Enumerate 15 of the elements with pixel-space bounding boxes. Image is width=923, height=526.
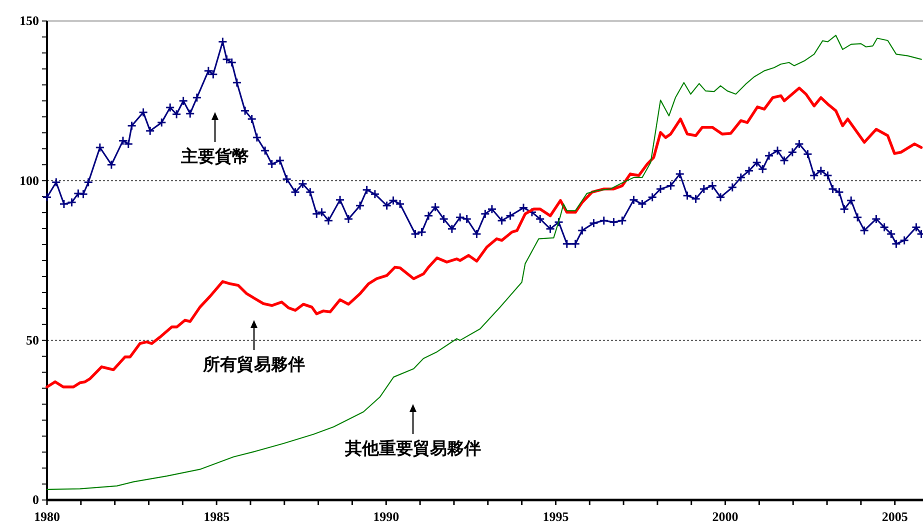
series-label: 其他重要貿易夥伴 [344, 438, 481, 458]
y-tick-label: 150 [20, 13, 39, 28]
text: 所有貿易夥伴 [202, 354, 305, 374]
x-tick-label: 2005 [882, 509, 908, 524]
y-tick-label: 50 [26, 332, 39, 348]
line-series [46, 86, 923, 388]
x-tick-label: 1980 [34, 509, 60, 524]
x-tick-label: 1985 [204, 509, 230, 524]
x-tick-label: 2000 [712, 509, 738, 524]
y-tick-label: 100 [20, 172, 39, 188]
line-series [46, 34, 922, 490]
x-tick-label: 1995 [542, 509, 570, 524]
series-label: 主要貨幣 [180, 146, 249, 166]
x-tick-label: 1990 [373, 509, 400, 524]
y-tick-label: 0 [32, 492, 39, 508]
